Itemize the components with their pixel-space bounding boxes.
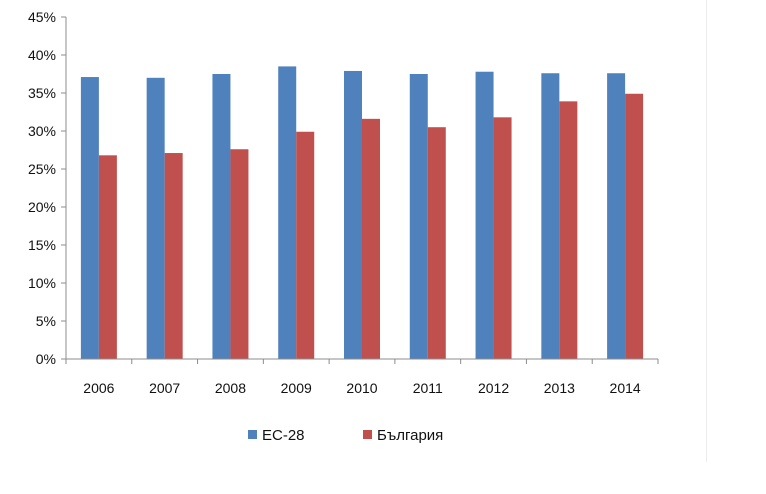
bar-eu28-2010 (344, 70, 362, 360)
legend-label: ЕС-28 (262, 427, 305, 444)
bar-eu28-2014 (607, 73, 626, 360)
bar-eu28-2006 (80, 77, 99, 359)
bar-eu28-2013 (541, 73, 560, 360)
y-axis-ticks: 0% 5% 10% 15% 20% 25% 30% 35% 40% 45% (28, 9, 66, 367)
y-tick-label: 40% (28, 47, 56, 63)
bar-eu28-2009 (278, 66, 297, 360)
bar-eu28-2012 (475, 71, 494, 359)
bar-bulgaria-2006 (98, 155, 117, 359)
y-tick-label: 10% (28, 275, 56, 291)
legend-swatch (363, 430, 372, 439)
divider-line (706, 0, 707, 462)
x-tick-label: 2011 (413, 380, 443, 396)
legend-swatch (248, 430, 257, 439)
y-tick-label: 20% (28, 199, 56, 215)
x-tick-label: 2013 (544, 380, 575, 396)
bar-bulgaria-2008 (230, 149, 249, 359)
x-tick-label: 2006 (83, 380, 114, 396)
y-tick-label: 45% (28, 9, 56, 25)
y-tick-label: 25% (28, 161, 56, 177)
bar-bulgaria-2011 (427, 127, 446, 359)
y-tick-label: 30% (28, 123, 56, 139)
y-tick-label: 0% (36, 351, 56, 367)
bar-bulgaria-2007 (164, 153, 183, 359)
x-tick-label: 2010 (346, 380, 377, 396)
bar-bulgaria-2009 (296, 131, 315, 359)
x-axis-ticks: 2006 2007 2008 2009 2010 2011 2012 2013 2014 (65, 359, 659, 396)
bars (80, 66, 644, 360)
x-tick-label: 2009 (281, 380, 312, 396)
y-tick-label: 5% (36, 313, 56, 329)
bar-bulgaria-2013 (559, 101, 578, 360)
x-tick-label: 2007 (149, 380, 180, 396)
bar-eu28-2007 (146, 77, 165, 360)
y-tick-label: 15% (28, 237, 56, 253)
x-tick-label: 2014 (610, 380, 641, 396)
legend: ЕС-28 България (248, 427, 443, 444)
x-tick-label: 2012 (478, 380, 509, 396)
y-tick-label: 35% (28, 85, 56, 101)
bar-eu28-2011 (409, 74, 428, 359)
bar-bulgaria-2010 (362, 118, 380, 359)
legend-label: България (377, 427, 443, 444)
bar-bulgaria-2014 (625, 93, 644, 359)
bar-eu28-2008 (212, 74, 231, 359)
x-tick-label: 2008 (215, 380, 246, 396)
bar-bulgaria-2012 (493, 117, 512, 359)
